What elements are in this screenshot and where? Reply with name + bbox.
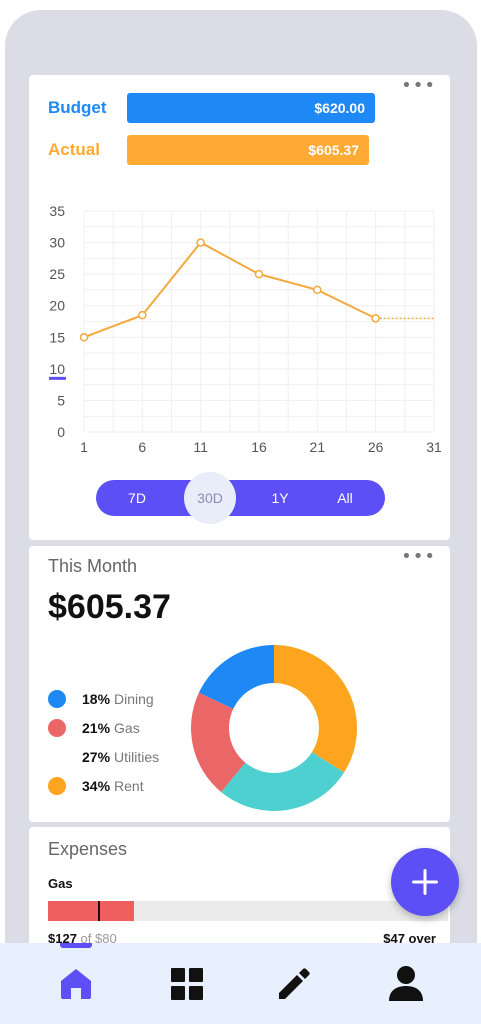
range-option-all[interactable]: All: [337, 490, 353, 506]
dining-percent: 18%: [82, 691, 111, 707]
bottom-navigation: [0, 943, 481, 1024]
y-tick-label: 0: [57, 424, 65, 440]
nav-dashboard[interactable]: [147, 943, 227, 1024]
x-tick-label: 6: [138, 439, 146, 455]
budget-limit-marker: [98, 901, 100, 921]
dashboard-grid-icon: [171, 967, 203, 1000]
budget-label: Budget: [48, 98, 107, 117]
utilities-label: Utilities: [114, 749, 160, 765]
actual-label: Actual: [48, 140, 100, 159]
category-donut-chart: [191, 645, 357, 811]
x-tick-label: 11: [193, 439, 208, 455]
budget-row: Budget $620.00: [48, 93, 375, 123]
budget-value: $620.00: [314, 100, 365, 116]
month-total: $605.37: [48, 588, 171, 626]
x-tick-label: 1: [80, 439, 88, 455]
utilities-percent: 27%: [82, 749, 111, 765]
actual-bar: $605.37: [127, 135, 369, 165]
y-tick-label: 25: [49, 266, 65, 282]
gas-label: Gas: [114, 720, 140, 736]
y-tick-label: 20: [49, 298, 65, 314]
y-axis-marker: [49, 376, 66, 380]
data-point: [371, 314, 380, 323]
range-option-1y[interactable]: 1Y: [271, 490, 289, 506]
home-icon: [61, 968, 91, 999]
month-card-more-icon[interactable]: •••: [401, 546, 436, 567]
expense-over: $47 over: [383, 931, 436, 946]
nav-edit[interactable]: [254, 943, 334, 1024]
x-tick-label: 26: [368, 439, 384, 455]
budget-card: ••• Budget $620.00 Actual $605.37 0 5 10 15…: [29, 75, 450, 540]
budget-card-more-icon[interactable]: •••: [401, 75, 436, 96]
edit-pencil-icon: [279, 967, 310, 999]
data-point: [196, 238, 205, 247]
y-tick-label: 10: [49, 361, 65, 377]
legend-item-rent: 34% Rent: [48, 777, 144, 795]
rent-label: Rent: [114, 778, 144, 794]
data-point: [254, 269, 264, 279]
this-month-card: ••• This Month $605.37 18% Dining 21% Ga…: [29, 546, 450, 822]
time-range-selector: 7D 30D 1Y All: [96, 472, 385, 524]
utilities-dot-hidden: [48, 748, 66, 766]
donut-slice-dining: [198, 645, 274, 709]
donut-slice-gas: [191, 692, 246, 792]
x-tick-label: 16: [251, 439, 267, 455]
data-point: [313, 285, 322, 295]
expense-category: Gas: [48, 876, 73, 891]
legend-item-dining: 18% Dining: [48, 690, 154, 708]
add-expense-button[interactable]: [391, 848, 459, 916]
expense-budget: of $80: [80, 931, 117, 946]
y-tick-label: 30: [49, 235, 65, 251]
expense-progress-fill: [48, 901, 134, 921]
data-point: [79, 333, 89, 342]
y-tick-label: 35: [49, 203, 65, 219]
actual-row: Actual $605.37: [48, 135, 369, 165]
expense-spent-line: $127 of $80: [48, 931, 117, 946]
range-option-7d[interactable]: 7D: [128, 490, 146, 506]
active-tab-indicator: [60, 943, 92, 948]
x-tick-label: 31: [426, 439, 442, 455]
rent-dot: [48, 777, 66, 795]
budget-bar: $620.00: [127, 93, 375, 123]
expense-progress-track: [48, 901, 448, 921]
dining-dot: [48, 690, 66, 708]
plus-icon: [412, 869, 438, 895]
gas-percent: 21%: [82, 720, 111, 736]
expenses-title: Expenses: [48, 839, 128, 859]
rent-percent: 34%: [82, 778, 111, 794]
nav-home[interactable]: [36, 943, 116, 1024]
donut-slice-rent: [274, 645, 357, 773]
x-tick-label: 21: [310, 439, 326, 455]
donut-slice-utilities: [221, 752, 345, 811]
range-option-30d[interactable]: 30D: [184, 472, 236, 524]
dining-label: Dining: [114, 691, 154, 707]
month-title: This Month: [48, 556, 138, 576]
spending-line: [83, 241, 377, 339]
profile-person-icon: [389, 965, 423, 1001]
y-tick-label: 5: [57, 392, 65, 408]
legend-item-utilities: 27% Utilities: [48, 748, 159, 766]
actual-value: $605.37: [308, 142, 359, 158]
nav-profile[interactable]: [366, 943, 446, 1024]
legend-item-gas: 21% Gas: [48, 719, 140, 737]
expense-spent: $127: [48, 931, 77, 946]
y-tick-label: 15: [49, 329, 65, 345]
data-point: [138, 310, 147, 320]
gas-dot: [48, 719, 66, 737]
